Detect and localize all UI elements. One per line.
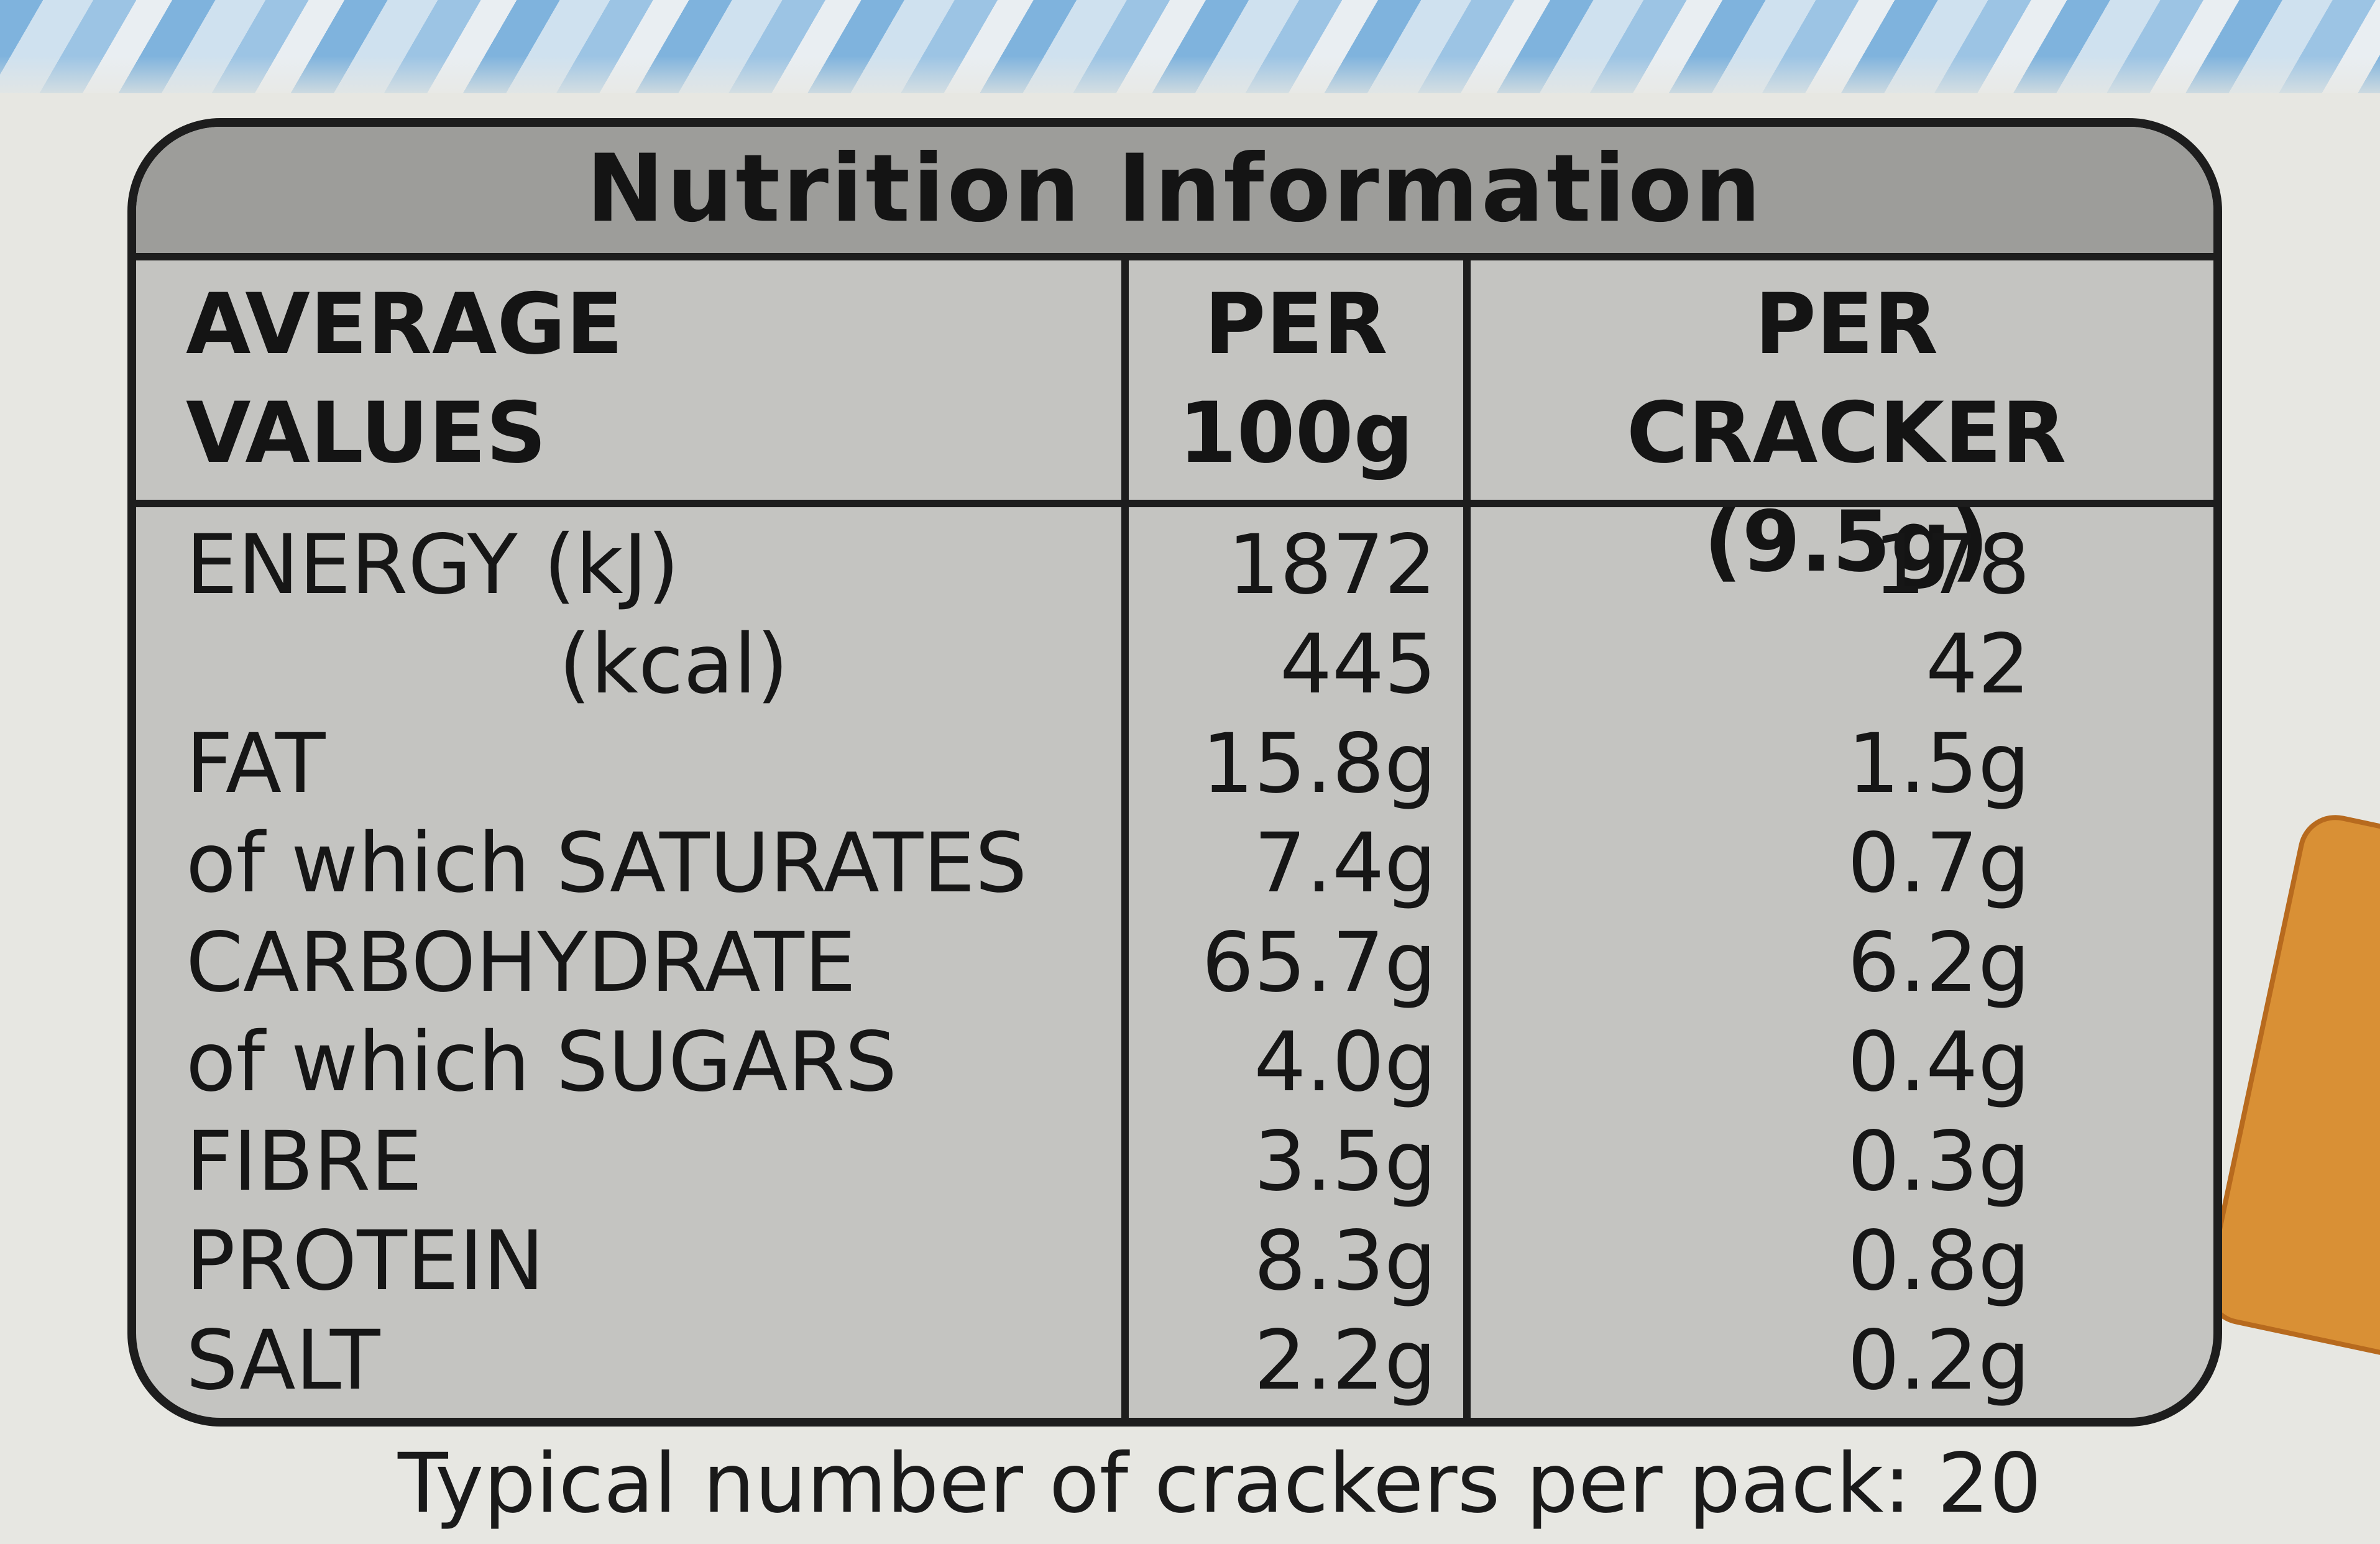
row-per-cracker: 1.5g [1847,716,2030,812]
row-per-100g: 8.3g [1254,1213,1436,1309]
table-row: FIBRE 3.5g 0.3g [136,1112,2213,1211]
nutrition-panel: Nutrition Information AVERAGE VALUES PER… [127,118,2222,1427]
row-per-cracker: 6.2g [1847,915,2030,1011]
header-col1-line2: 100g [1178,384,1414,482]
row-label: FAT [186,716,326,812]
row-per-100g: 2.2g [1254,1313,1436,1408]
row-label: CARBOHYDRATE [186,915,857,1011]
pattern-fade [0,56,2380,106]
column-divider-2 [1463,260,1471,1418]
table-row: ENERGY (kJ) 1872 178 [136,515,2213,615]
header-col2-line1: PER [1754,275,1939,373]
row-per-100g: 445 [1280,617,1436,712]
header-label-line1: AVERAGE [186,275,623,373]
row-per-cracker: 0.4g [1847,1014,2030,1110]
table-row: (kcal) 445 42 [136,615,2213,714]
title-band: Nutrition Information [136,127,2213,260]
row-per-100g: 65.7g [1201,915,1436,1011]
header-divider [136,500,2213,507]
cracker-image [2199,808,2380,1365]
column-divider-1 [1121,260,1129,1418]
row-per-cracker: 0.2g [1847,1313,2030,1408]
header-average-values: AVERAGE VALUES [186,270,623,487]
row-per-cracker: 0.8g [1847,1213,2030,1309]
row-label: ENERGY (kJ) [186,517,679,613]
header-per-cracker: PER CRACKER (9.5g) [1471,270,2213,596]
nutrition-rows: ENERGY (kJ) 1872 178 (kcal) 445 42 FAT 1… [136,515,2213,1410]
row-per-100g: 4.0g [1254,1014,1436,1110]
row-per-cracker: 42 [1926,617,2030,712]
panel-title: Nutrition Information [586,135,1763,243]
row-per-cracker: 0.7g [1847,816,2030,911]
table-row: CARBOHYDRATE 65.7g 6.2g [136,913,2213,1013]
row-label: of which SUGARS [186,1014,898,1110]
row-per-100g: 3.5g [1254,1114,1436,1210]
table-row: PROTEIN 8.3g 0.8g [136,1211,2213,1311]
row-per-100g: 7.4g [1254,816,1436,911]
header-col1-line1: PER [1204,275,1388,373]
row-label: FIBRE [186,1114,423,1210]
header-per-100g: PER 100g [1129,270,1463,487]
row-label: PROTEIN [186,1213,544,1309]
row-label: of which SATURATES [186,816,1027,911]
row-per-100g: 1872 [1228,517,1436,613]
row-per-cracker: 0.3g [1847,1114,2030,1210]
table-row: FAT 15.8g 1.5g [136,714,2213,814]
table-row: of which SATURATES 7.4g 0.7g [136,814,2213,913]
row-per-100g: 15.8g [1201,716,1436,812]
header-col2-line2: CRACKER (9.5g) [1626,384,2067,590]
row-label: (kcal) [559,617,789,712]
table-row: of which SUGARS 4.0g 0.4g [136,1013,2213,1112]
header-label-line2: VALUES [186,384,547,482]
crackers-per-pack-note: Typical number of crackers per pack: 20 [398,1436,2042,1532]
table-row: SALT 2.2g 0.2g [136,1311,2213,1410]
row-per-cracker: 178 [1873,517,2030,613]
row-label: SALT [186,1313,380,1408]
